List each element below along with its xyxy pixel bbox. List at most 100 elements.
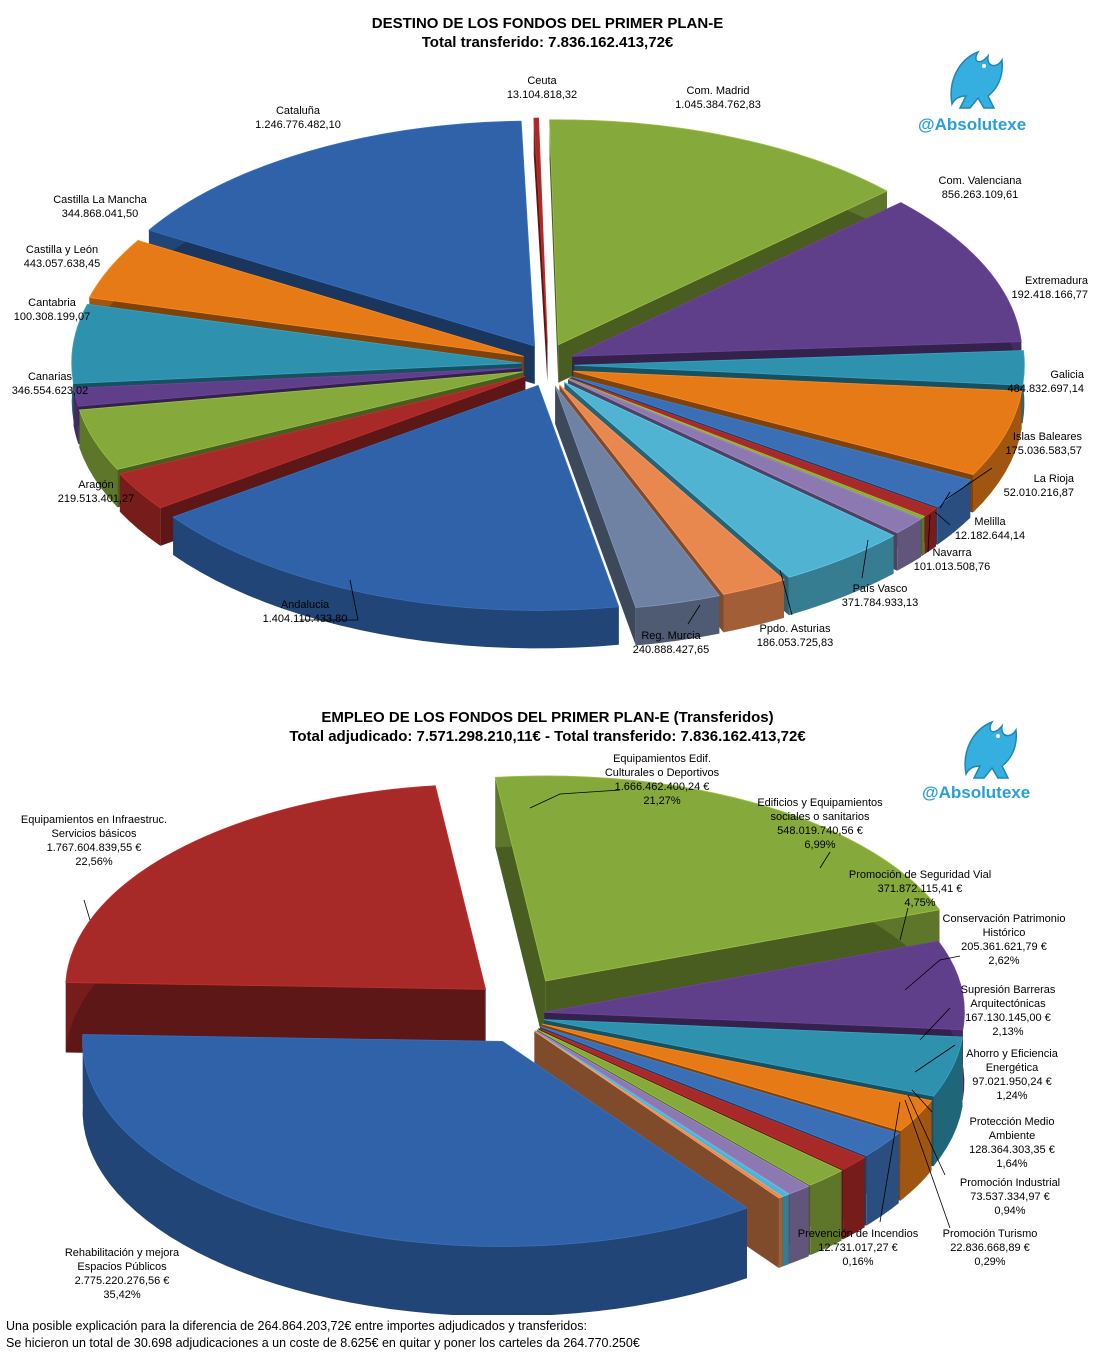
chart1-slice-andalucia	[172, 384, 620, 649]
chart2-label-text: Conservación Patrimonio	[943, 913, 1066, 925]
chart2-title: EMPLEO DE LOS FONDOS DEL PRIMER PLAN-E (…	[0, 708, 1095, 746]
chart2-label-text: Edificios y Equipamientos	[757, 797, 883, 809]
chart2-label-text: 1.666.462.400,24 €	[615, 781, 710, 793]
chart1-label-cataluna: Cataluña 1.246.776.482,10	[255, 105, 341, 131]
chart1-label-text: Andalucia	[281, 599, 330, 611]
chart2-label-text: Promoción de Seguridad Vial	[849, 869, 991, 881]
chart2-label-text: Equipamientos en Infraestruc.	[21, 814, 167, 826]
chart1-label-text: 1.045.384.762,83	[675, 99, 761, 111]
chart1-label-ppdo-asturias: Ppdo. Asturias 186.053.725,83	[757, 569, 833, 649]
chart2-label-text: 548.019.740,56 €	[777, 825, 863, 837]
chart1-label-ceuta: Ceuta 13.104.818,32	[507, 75, 577, 101]
chart1-label-reg-murcia: Reg. Murcia 240.888.427,65	[633, 604, 709, 656]
chart1-label-text: Aragón	[78, 479, 113, 491]
chart2-label-text: Energética	[986, 1062, 1039, 1074]
chart2-label-proteccion-medio-ambiente: Protección Medio Ambiente 128.364.303,35 €…	[911, 1089, 1055, 1170]
chart2-label-text: Espacios Públicos	[77, 1261, 167, 1273]
chart1-label-galicia: Galicia 484.832.697,14	[1008, 369, 1085, 395]
chart2-label-text: 4,75%	[904, 897, 935, 909]
chart2-label-text: Ambiente	[989, 1130, 1035, 1142]
chart1-label-text: Com. Valenciana	[939, 175, 1023, 187]
chart1-label-text: 12.182.644,14	[955, 530, 1025, 542]
chart1-label-text: Islas Baleares	[1013, 431, 1083, 443]
chart1-label-canarias: Canarias 346.554.623,02	[12, 371, 88, 397]
chart2-label-text: 0,94%	[994, 1205, 1025, 1217]
footer-line-2: Se hicieron un total de 30.698 adjudicac…	[6, 1336, 640, 1350]
chart2-subtitle: Total adjudicado: 7.571.298.210,11€ - To…	[289, 728, 806, 745]
chart2-label-text: 22.836.668,89 €	[950, 1242, 1030, 1254]
chart1-label-text: 1.246.776.482,10	[255, 119, 341, 131]
chart1-pie: Ceuta 13.104.818,32 Com. Madrid 1.045.384.7…	[12, 75, 1089, 656]
chart2-label-text: Culturales o Deportivos	[605, 767, 720, 779]
chart2-label-text: Equipamientos Edif.	[613, 753, 711, 765]
chart1-label-text: Galicia	[1050, 369, 1085, 381]
chart2-label-text: Promoción Turismo	[943, 1228, 1038, 1240]
chart2-label-text: Arquitectónicas	[970, 998, 1046, 1010]
chart2-label-text: 2.775.220.276,56 €	[75, 1275, 170, 1287]
chart1-label-text: Reg. Murcia	[641, 630, 701, 642]
chart2-label-edificios-y-equipamientos-sociales-o-sanitarios: Edificios y Equipamientos sociales o sani…	[757, 797, 883, 869]
chart2-label-ahorro-y-eficiencia-energetica: Ahorro y Eficiencia Energética 97.021.950,…	[914, 1044, 1059, 1102]
chart2-title-text: EMPLEO DE LOS FONDOS DEL PRIMER PLAN-E (…	[321, 709, 774, 726]
chart2-label-equipamientos-en-infraestruc-servicios-basicos: Equipamientos en Infraestruc. Servicios b…	[21, 814, 167, 921]
chart2-label-text: 73.537.334,97 €	[970, 1191, 1050, 1203]
chart1-label-cantabria: Cantabria 100.308.199,07	[14, 297, 90, 323]
chart2-label-text: 1.767.604.839,55 €	[47, 842, 142, 854]
chart2-label-text: 371.872.115,41 €	[878, 883, 963, 895]
chart2-label-equipamientos-edif-culturales-o-deportivos: Equipamientos Edif. Culturales o Deportiv…	[529, 753, 720, 809]
chart1-label-text: Castilla y León	[26, 244, 98, 256]
chart2-label-text: 35,42%	[103, 1289, 141, 1301]
chart1-label-text: 1.404.110.433,80	[263, 613, 348, 625]
chart1-label-text: Ppdo. Asturias	[760, 623, 831, 635]
chart2-label-text: 0,16%	[842, 1256, 873, 1268]
chart2-label-conservacion-patrimonio-historico: Conservación Patrimonio Histórico 205.361.…	[904, 913, 1066, 991]
chart2-label-text: Rehabilitación y mejora	[65, 1247, 180, 1259]
chart2-label-text: 2,62%	[988, 955, 1019, 967]
chart1-label-text: 344.868.041,50	[62, 208, 138, 220]
chart1-label-text: 175.036.583,57	[1006, 445, 1082, 457]
griffin-logo-icon	[944, 42, 1010, 117]
chart1-label-islas-baleares: Islas Baleares 175.036.583,57	[944, 431, 1083, 501]
chart1-label-castilla-y-leon: Castilla y León 443.057.638,45	[24, 244, 100, 270]
chart1-slice-ceuta	[533, 117, 548, 382]
chart1-label-text: Extremadura	[1025, 275, 1089, 287]
chart2-pie: Equipamientos Edif. Culturales o Deportiv…	[21, 753, 1066, 1315]
chart1-label-aragon: Aragón 219.513.401,27	[58, 479, 134, 505]
chart2-label-text: 97.021.950,24 €	[972, 1076, 1052, 1088]
chart1-label-text: 240.888.427,65	[633, 644, 709, 656]
brand-handle: @Absolutexe	[918, 115, 1027, 134]
chart1-title: DESTINO DE LOS FONDOS DEL PRIMER PLAN-E …	[0, 14, 1095, 52]
chart2-label-supresion-barreras-arquitectonicas: Supresión Barreras Arquitectónicas 167.130…	[919, 984, 1056, 1041]
chart2-label-text: Promoción Industrial	[960, 1177, 1060, 1189]
chart1-label-text: 443.057.638,45	[24, 258, 100, 270]
chart1-label-text: 219.513.401,27	[58, 493, 134, 505]
chart2-label-text: 12.731.017,27 €	[818, 1242, 898, 1254]
chart1-subtitle: Total transferido: 7.836.162.413,72€	[421, 34, 674, 51]
chart1-label-text: País Vasco	[853, 583, 908, 595]
chart1-label-andalucia: Andalucia 1.404.110.433,80	[263, 579, 359, 625]
chart1-label-text: Melilla	[974, 516, 1006, 528]
chart1-label-melilla: Melilla 12.182.644,14	[934, 511, 1025, 542]
chart2-label-text: 21,27%	[643, 795, 681, 807]
chart1-label-com-valenciana: Com. Valenciana 856.263.109,61	[939, 175, 1023, 201]
chart2-label-text: 128.364.303,35 €	[969, 1144, 1055, 1156]
chart2-label-text: Protección Medio	[970, 1116, 1055, 1128]
chart2-label-text: 22,56%	[75, 856, 113, 868]
chart2-label-rehabilitacion-y-mejora-espacios-publicos: Rehabilitación y mejora Espacios Públicos…	[65, 1247, 180, 1301]
chart2-slice-rehabilitacion-y-mejora-espacios-publicos	[82, 1034, 748, 1315]
chart1-label-extremadura: Extremadura 192.418.166,77	[1012, 275, 1089, 301]
griffin-logo-icon-2	[958, 712, 1024, 787]
footer-note: Una posible explicación para la diferenc…	[6, 1318, 640, 1352]
chart2-slice-equipamientos-en-infraestruc-servicios-basicos	[65, 785, 487, 1060]
chart2-label-text: 2,13%	[992, 1026, 1023, 1038]
chart1-label-text: Navarra	[932, 547, 972, 559]
chart2-label-text: 6,99%	[804, 839, 835, 851]
chart1-label-castilla-la-mancha: Castilla La Mancha 344.868.041,50	[53, 194, 147, 220]
chart1-label-text: 856.263.109,61	[942, 189, 1018, 201]
chart1-label-text: Cantabria	[28, 297, 77, 309]
chart2-label-promocion-de-seguridad-vial: Promoción de Seguridad Vial 371.872.115,4…	[849, 869, 991, 941]
chart1-label-navarra: Navarra 101.013.508,76	[914, 514, 990, 573]
chart1-label-text: 346.554.623,02	[12, 385, 88, 397]
chart1-title-text: DESTINO DE LOS FONDOS DEL PRIMER PLAN-E	[371, 15, 724, 32]
chart2-label-text: Histórico	[983, 927, 1026, 939]
